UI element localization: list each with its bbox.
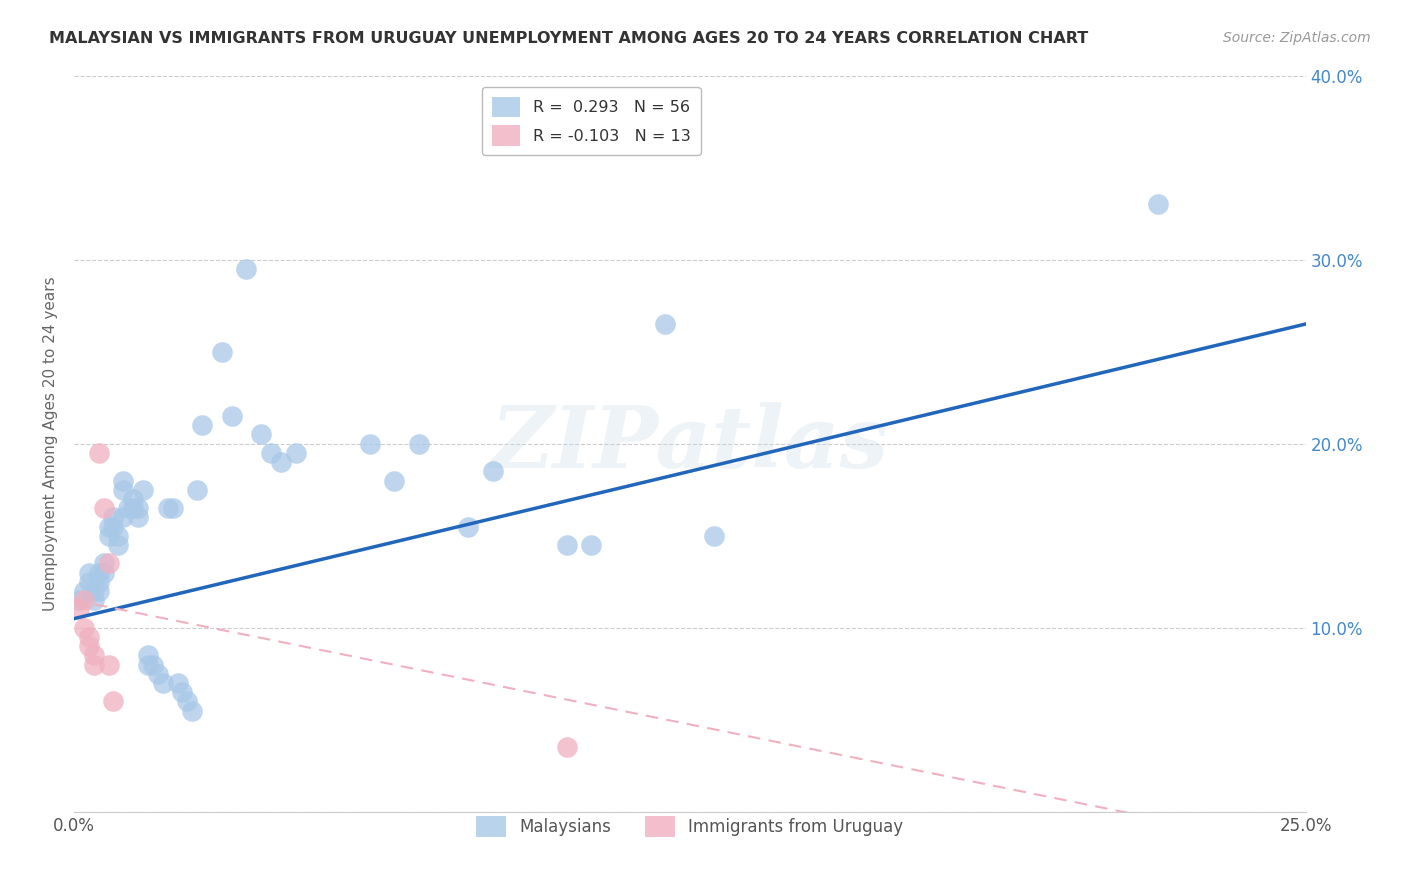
Point xyxy=(122,501,145,516)
Point xyxy=(103,510,125,524)
Point xyxy=(67,602,90,616)
Point xyxy=(93,501,115,516)
Point xyxy=(83,648,105,663)
Point xyxy=(211,344,233,359)
Point xyxy=(555,740,578,755)
Point xyxy=(654,317,676,331)
Point xyxy=(260,446,283,460)
Point xyxy=(67,593,90,607)
Point xyxy=(97,557,120,571)
Point xyxy=(250,427,273,442)
Point xyxy=(162,501,184,516)
Point xyxy=(136,648,159,663)
Point xyxy=(221,409,243,423)
Text: Source: ZipAtlas.com: Source: ZipAtlas.com xyxy=(1223,31,1371,45)
Point xyxy=(156,501,179,516)
Point xyxy=(97,519,120,533)
Point xyxy=(1146,197,1168,211)
Point xyxy=(107,538,129,552)
Point xyxy=(127,501,149,516)
Point xyxy=(172,685,194,699)
Point xyxy=(77,566,100,580)
Point xyxy=(581,538,603,552)
Point xyxy=(103,694,125,708)
Point xyxy=(112,483,135,497)
Point xyxy=(186,483,208,497)
Point xyxy=(112,474,135,488)
Point xyxy=(136,657,159,672)
Point xyxy=(73,621,96,635)
Point xyxy=(481,464,503,478)
Point xyxy=(87,566,110,580)
Point xyxy=(117,501,139,516)
Point xyxy=(146,666,169,681)
Point xyxy=(97,657,120,672)
Point xyxy=(112,510,135,524)
Point xyxy=(270,455,292,469)
Point xyxy=(107,529,129,543)
Y-axis label: Unemployment Among Ages 20 to 24 years: Unemployment Among Ages 20 to 24 years xyxy=(44,277,58,611)
Point xyxy=(122,491,145,506)
Point xyxy=(142,657,165,672)
Text: ZIPatlas: ZIPatlas xyxy=(491,402,889,485)
Point xyxy=(87,584,110,599)
Point xyxy=(359,436,381,450)
Point xyxy=(703,529,725,543)
Point xyxy=(235,261,257,276)
Point xyxy=(77,639,100,653)
Point xyxy=(93,566,115,580)
Point xyxy=(127,510,149,524)
Point xyxy=(382,474,405,488)
Point xyxy=(103,519,125,533)
Point xyxy=(93,557,115,571)
Point xyxy=(77,630,100,644)
Point xyxy=(284,446,307,460)
Text: MALAYSIAN VS IMMIGRANTS FROM URUGUAY UNEMPLOYMENT AMONG AGES 20 TO 24 YEARS CORR: MALAYSIAN VS IMMIGRANTS FROM URUGUAY UNE… xyxy=(49,31,1088,46)
Point xyxy=(73,584,96,599)
Point xyxy=(83,584,105,599)
Point xyxy=(408,436,430,450)
Point xyxy=(181,704,204,718)
Point xyxy=(191,418,214,433)
Point xyxy=(176,694,198,708)
Point xyxy=(555,538,578,552)
Point xyxy=(132,483,155,497)
Point xyxy=(83,593,105,607)
Point xyxy=(166,676,188,690)
Point xyxy=(83,657,105,672)
Point xyxy=(73,593,96,607)
Point xyxy=(87,446,110,460)
Legend: Malaysians, Immigrants from Uruguay: Malaysians, Immigrants from Uruguay xyxy=(470,809,910,844)
Point xyxy=(77,574,100,589)
Point xyxy=(97,529,120,543)
Point xyxy=(87,574,110,589)
Point xyxy=(457,519,479,533)
Point xyxy=(152,676,174,690)
